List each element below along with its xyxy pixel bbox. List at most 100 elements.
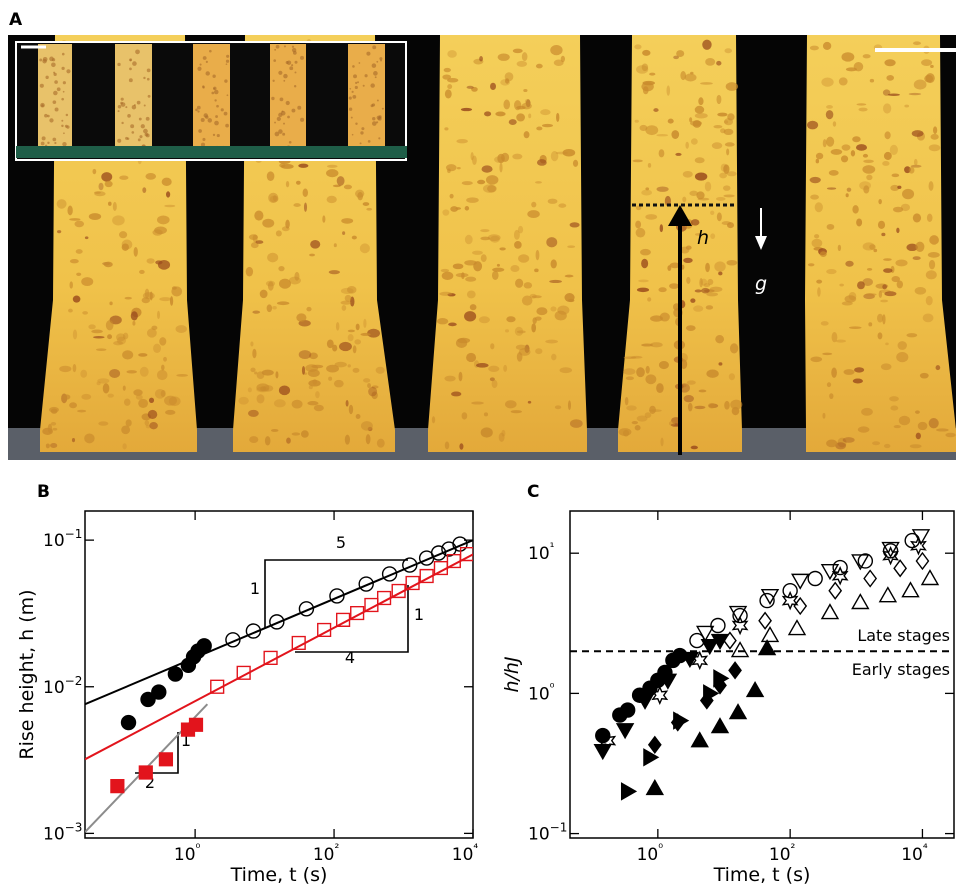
pore xyxy=(376,60,379,63)
pore xyxy=(313,404,324,412)
arrow-head xyxy=(668,205,692,226)
pore xyxy=(682,170,693,178)
inset-sponge xyxy=(348,44,385,156)
pore xyxy=(45,75,49,79)
pore xyxy=(66,125,70,129)
pore xyxy=(205,71,210,76)
pore xyxy=(545,339,559,344)
pore xyxy=(360,332,371,336)
pore xyxy=(287,115,290,119)
point xyxy=(728,605,748,623)
pore xyxy=(61,66,65,71)
point xyxy=(151,684,167,700)
pore xyxy=(656,134,669,137)
pore xyxy=(301,366,306,375)
pore xyxy=(147,94,151,98)
pore xyxy=(685,325,696,332)
pore xyxy=(686,276,691,284)
pore xyxy=(692,120,702,128)
pore xyxy=(380,59,382,62)
pore xyxy=(377,116,382,121)
pore xyxy=(881,232,886,237)
pore xyxy=(702,39,712,50)
pore xyxy=(62,90,65,93)
pore xyxy=(878,290,883,298)
pore xyxy=(510,410,522,414)
pore xyxy=(819,251,827,258)
pore xyxy=(308,385,313,390)
pore xyxy=(126,370,137,374)
pore xyxy=(261,369,274,376)
pore xyxy=(464,234,473,245)
pore xyxy=(209,49,212,53)
pore xyxy=(161,177,172,186)
axes-frame xyxy=(84,510,474,839)
pore xyxy=(343,184,353,190)
point xyxy=(236,665,251,680)
pore xyxy=(84,433,95,444)
pore xyxy=(49,406,59,413)
pore xyxy=(461,181,473,186)
point xyxy=(758,611,772,630)
pore xyxy=(683,395,694,403)
pore xyxy=(564,274,574,278)
point xyxy=(167,666,184,682)
pore xyxy=(880,363,892,371)
pore xyxy=(72,329,78,340)
x-tick-label: 10⁰ xyxy=(637,841,664,865)
pore xyxy=(645,365,650,374)
pore xyxy=(822,352,833,356)
pore xyxy=(499,247,506,251)
pore xyxy=(226,94,229,97)
pore xyxy=(451,391,462,397)
pore xyxy=(498,432,505,442)
pore xyxy=(723,164,730,174)
pore xyxy=(197,110,200,113)
pore xyxy=(480,427,493,438)
sponge xyxy=(428,35,587,452)
pore xyxy=(371,63,377,68)
pore xyxy=(376,438,385,448)
pore xyxy=(571,419,580,423)
pore xyxy=(56,87,61,92)
pore xyxy=(283,73,288,79)
pore xyxy=(518,254,530,263)
pore xyxy=(913,158,918,166)
pore xyxy=(351,235,357,240)
pore xyxy=(214,120,219,126)
pore xyxy=(309,253,315,257)
pore xyxy=(328,376,333,381)
pore xyxy=(865,293,877,296)
pore xyxy=(484,111,492,117)
pore xyxy=(375,121,379,124)
pore xyxy=(342,231,346,236)
pore xyxy=(623,356,637,360)
pore xyxy=(856,218,863,227)
pore xyxy=(838,77,848,86)
pore xyxy=(682,196,687,203)
pore xyxy=(113,341,124,346)
pore xyxy=(164,204,176,208)
pore xyxy=(71,438,76,443)
pore xyxy=(497,53,510,61)
pore xyxy=(144,288,150,299)
pore xyxy=(707,402,716,409)
pore xyxy=(132,320,136,326)
pore xyxy=(196,105,201,110)
pore xyxy=(326,339,334,349)
pore xyxy=(817,287,821,297)
pore xyxy=(861,407,873,416)
pore xyxy=(359,243,370,254)
pore xyxy=(271,96,275,101)
point xyxy=(781,590,799,611)
pore xyxy=(148,397,155,403)
pore xyxy=(703,283,711,288)
pore xyxy=(347,334,354,342)
pore xyxy=(69,259,79,264)
pore xyxy=(727,113,735,121)
gravity-label: g xyxy=(755,273,767,295)
pore xyxy=(347,329,355,333)
pore xyxy=(821,77,834,87)
pore xyxy=(250,242,259,249)
pore xyxy=(52,100,57,105)
